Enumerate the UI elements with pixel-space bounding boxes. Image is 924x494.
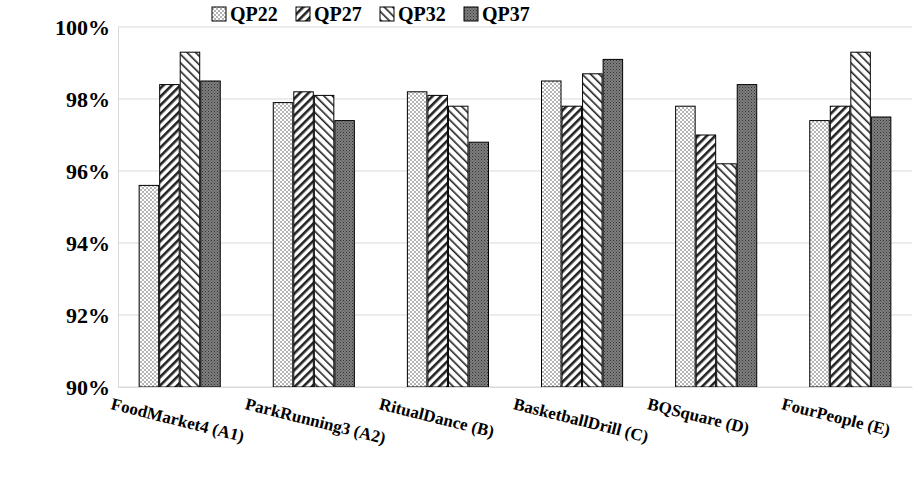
legend-label: QP27 [314, 3, 362, 25]
x-axis-line [119, 387, 913, 388]
bar [810, 121, 830, 387]
legend-swatch [296, 7, 310, 21]
legend: QP22 QP27 QP32 QP37 [212, 3, 530, 25]
x-tick-label: RitualDance (B) [377, 394, 496, 441]
y-tick: 100% [55, 15, 118, 40]
x-axis: FoodMarket4 (A1)ParkRunning3 (A2)RitualD… [109, 387, 912, 448]
legend-swatch [212, 7, 226, 21]
grid [118, 27, 912, 387]
bar [139, 185, 159, 387]
plot: 90% 92% 94% 96% 98% 100% FoodMarket4 (A1)ParkR… [55, 15, 913, 448]
bar [407, 92, 427, 387]
bar [542, 81, 562, 387]
y-tick: 94% [66, 231, 118, 256]
chart: 90% 92% 94% 96% 98% 100% FoodMarket4 (A1)ParkR… [0, 0, 924, 494]
legend-item: QP37 [464, 3, 530, 25]
x-tick: RitualDance (B) [377, 387, 496, 441]
bar [294, 92, 314, 387]
x-tick: BQSquare (D) [646, 387, 752, 438]
grid-line [118, 99, 912, 100]
y-tick-label: 96% [66, 159, 110, 184]
bar [737, 85, 757, 387]
x-tick: FourPeople (E) [780, 387, 892, 440]
bar [830, 106, 850, 387]
y-tick: 92% [66, 303, 118, 328]
bar [717, 164, 737, 387]
bar [562, 106, 582, 387]
bar [201, 81, 221, 387]
bar [160, 85, 180, 387]
x-tick-label: FoodMarket4 (A1) [109, 394, 246, 445]
grid-line [118, 387, 912, 388]
legend-swatch [380, 7, 394, 21]
bar [448, 106, 468, 387]
bar [469, 142, 489, 387]
bar [428, 95, 448, 387]
bar [851, 52, 871, 387]
x-tick-label: FourPeople (E) [780, 394, 892, 439]
legend-label: QP37 [482, 3, 530, 25]
legend-item: QP22 [212, 3, 278, 25]
bar [871, 117, 891, 387]
y-axis: 90% 92% 94% 96% 98% 100% [55, 15, 119, 400]
legend-label: QP22 [230, 3, 278, 25]
y-tick-label: 90% [66, 375, 110, 400]
bar [583, 74, 603, 387]
bar [273, 103, 293, 387]
legend-label: QP32 [398, 3, 446, 25]
bar [335, 121, 355, 387]
x-tick-label: ParkRunning3 (A2) [243, 394, 387, 447]
y-tick-label: 98% [66, 87, 110, 112]
x-tick-label: BQSquare (D) [646, 394, 752, 438]
legend-swatch [464, 7, 478, 21]
bar [603, 59, 623, 387]
y-tick: 90% [66, 375, 118, 400]
y-tick-label: 92% [66, 303, 110, 328]
bar [696, 135, 716, 387]
grid-line [118, 171, 912, 172]
x-tick: FoodMarket4 (A1) [109, 387, 246, 446]
x-tick: BasketballDrill (C) [512, 387, 651, 446]
y-tick: 98% [66, 87, 118, 112]
bar [314, 95, 334, 387]
legend-item: QP32 [380, 3, 446, 25]
x-tick-label: BasketballDrill (C) [512, 394, 651, 446]
y-tick-label: 94% [66, 231, 110, 256]
grid-line [118, 243, 912, 244]
legend-item: QP27 [296, 3, 362, 25]
grid-line [118, 315, 912, 316]
bar [676, 106, 696, 387]
grid-line [118, 27, 912, 28]
x-tick: ParkRunning3 (A2) [243, 387, 387, 448]
y-axis-line [118, 28, 119, 388]
y-tick: 96% [66, 159, 118, 184]
bar [180, 52, 200, 387]
bars [139, 52, 891, 387]
y-tick-label: 100% [55, 15, 110, 40]
